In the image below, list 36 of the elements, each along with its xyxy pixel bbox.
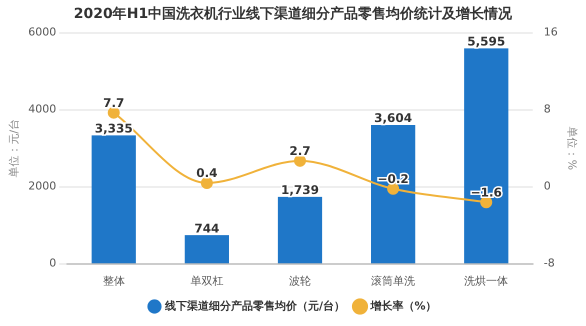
y2-axis-title: 单位：% [566,126,579,170]
bar [92,135,136,264]
chart-title: 2020年H1中国洗衣机行业线下渠道细分产品零售均价统计及增长情况 [74,5,514,22]
data-label: 3,604 [374,111,412,126]
point [108,106,120,119]
data-label: −1.6 [470,185,502,200]
y-tick-label: 2000 [28,180,56,193]
data-label: 2.7 [289,144,311,158]
x-tick-label: 整体 [102,274,125,288]
data-label: −0.2 [377,172,409,186]
data-label: 7.7 [103,96,124,110]
y-tick-label: 0 [49,256,56,270]
bar [371,125,416,264]
y-tick-label: 4000 [28,102,56,116]
bar [464,48,508,264]
bar [278,196,322,264]
data-label: 1,739 [281,182,319,197]
data-label: 3,335 [94,122,133,136]
point [200,176,213,189]
legend-label: 线下渠道细分产品零售均价（元/台） [164,299,346,312]
data-label: 744 [194,221,220,236]
y-tick-label: 6000 [28,26,56,39]
data-label: 0.4 [196,166,218,180]
x-tick-label: 洗烘一体 [464,274,508,288]
y2-tick-label: -8 [544,256,555,270]
x-tick-label: 单双杠 [190,274,224,288]
x-tick-label: 滚筒单洗 [371,274,416,288]
bar [184,235,229,264]
legend-label: 增长率（%） [370,299,437,312]
y-axis-title: 单位：元/台 [7,118,20,178]
y2-tick-label: 16 [544,26,558,39]
y2-tick-label: 8 [544,102,551,116]
y2-tick-label: 0 [544,180,551,193]
point [387,182,400,195]
data-label: 5,595 [467,34,506,49]
x-tick-label: 波轮 [289,274,311,288]
